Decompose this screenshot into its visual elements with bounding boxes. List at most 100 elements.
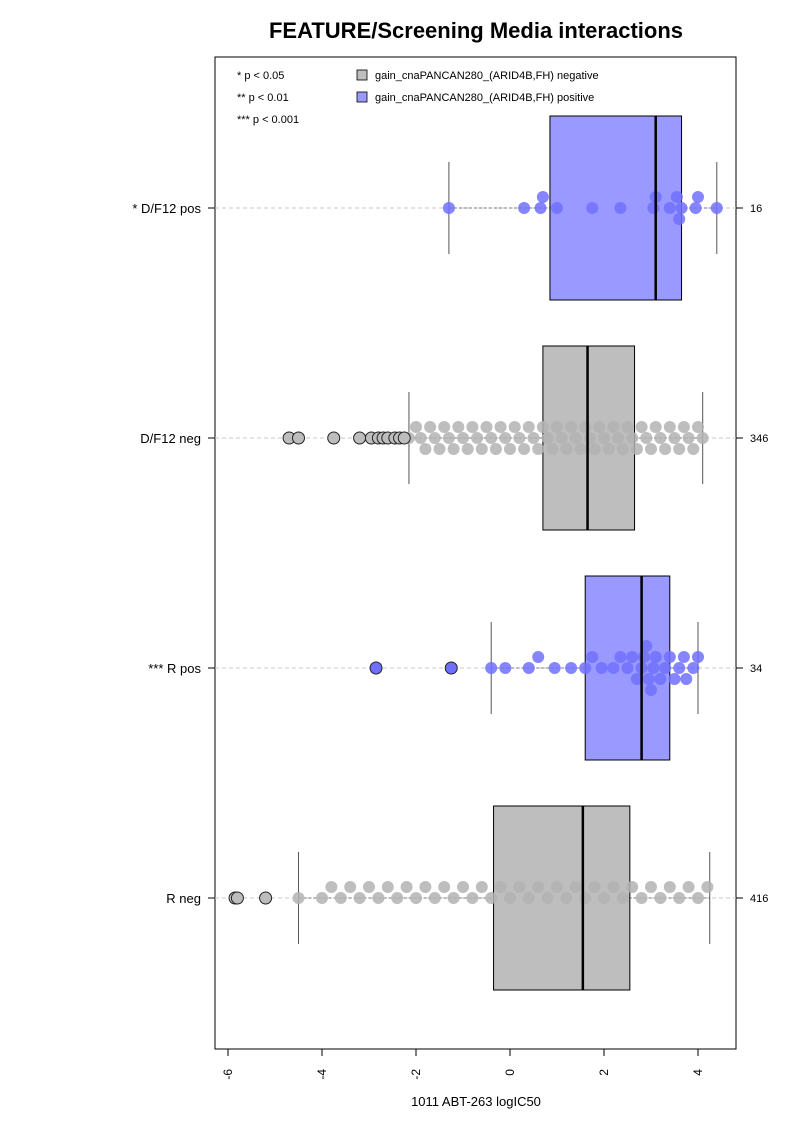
data-point	[325, 881, 338, 893]
data-point	[647, 202, 660, 214]
data-point	[499, 662, 512, 674]
data-point	[569, 881, 582, 893]
group-labels: * D/F12 pos 16 D/F12 neg 346 *** R pos 34 R ne…	[132, 201, 768, 906]
data-point	[579, 421, 592, 433]
data-point	[522, 892, 535, 904]
x-tick-label: 4	[691, 1069, 705, 1076]
data-point	[692, 892, 704, 904]
data-point	[588, 881, 601, 893]
legend: * p < 0.05 ** p < 0.01 *** p < 0.001 gain_c…	[237, 69, 599, 126]
data-point	[457, 432, 469, 444]
data-point	[292, 892, 305, 904]
data-point	[637, 651, 650, 663]
data-point	[410, 892, 422, 904]
data-point	[602, 443, 615, 455]
data-point	[480, 421, 493, 433]
data-point	[579, 662, 592, 674]
x-axis-label: 1011 ABT-263 logIC50	[411, 1094, 541, 1109]
legend-label: gain_cnaPANCAN280_(ARID4B,FH) positive	[375, 92, 594, 104]
data-point	[682, 432, 695, 444]
data-point	[642, 673, 655, 685]
data-point	[518, 443, 531, 455]
data-point	[614, 651, 627, 663]
data-point	[630, 443, 643, 455]
data-point	[334, 892, 347, 904]
data-point	[532, 443, 545, 455]
data-point	[457, 881, 469, 893]
data-point	[687, 443, 700, 455]
data-point	[647, 662, 660, 674]
data-point	[692, 651, 704, 663]
data-point	[659, 662, 672, 674]
outlier-point	[353, 431, 367, 445]
data-point	[504, 892, 516, 904]
data-point	[630, 673, 643, 685]
outlier-point	[327, 431, 341, 445]
data-point	[645, 684, 657, 696]
data-point	[541, 892, 554, 904]
data-point	[640, 640, 653, 652]
data-point	[598, 432, 610, 444]
legend-swatch	[356, 69, 368, 81]
data-point	[518, 202, 531, 214]
data-point	[414, 432, 427, 444]
data-point	[621, 662, 634, 674]
data-point	[593, 421, 606, 433]
data-point	[534, 202, 547, 214]
data-point	[663, 421, 676, 433]
data-point	[654, 892, 667, 904]
data-point	[438, 881, 451, 893]
data-point	[614, 202, 627, 214]
data-point	[663, 881, 676, 893]
data-point	[586, 651, 599, 663]
data-point	[635, 421, 648, 433]
data-point	[419, 881, 432, 893]
data-point	[551, 881, 563, 893]
group-label: * D/F12 pos	[132, 201, 201, 216]
data-point	[419, 443, 432, 455]
data-point	[579, 892, 592, 904]
data-point	[471, 432, 484, 444]
data-point	[645, 881, 657, 893]
data-point	[565, 421, 578, 433]
data-point	[649, 421, 662, 433]
x-tick-label: 2	[597, 1069, 611, 1076]
data-point	[485, 662, 498, 674]
data-point	[649, 651, 662, 663]
data-point	[541, 432, 554, 444]
data-point	[513, 432, 526, 444]
data-point	[555, 432, 568, 444]
data-point	[466, 892, 479, 904]
data-point	[673, 443, 686, 455]
group-count: 34	[750, 663, 762, 675]
data-point	[551, 421, 563, 433]
data-point	[363, 881, 375, 893]
data-point	[508, 421, 521, 433]
data-point	[696, 432, 709, 444]
data-point	[527, 432, 540, 444]
data-point	[442, 432, 455, 444]
legend-label: gain_cnaPANCAN280_(ARID4B,FH) negative	[375, 70, 599, 82]
data-point	[316, 892, 328, 904]
x-tick-label: -6	[221, 1069, 235, 1080]
data-point	[635, 892, 648, 904]
data-point	[677, 421, 690, 433]
data-point	[447, 443, 460, 455]
data-point	[607, 881, 620, 893]
x-tick-label: 0	[503, 1069, 517, 1076]
data-point	[565, 662, 578, 674]
significance-legend-item: * p < 0.05	[237, 70, 284, 82]
data-point	[475, 881, 488, 893]
data-point	[372, 892, 385, 904]
data-point	[574, 443, 587, 455]
data-point	[626, 432, 639, 444]
data-point	[692, 421, 704, 433]
outlier-point	[369, 661, 383, 675]
data-point	[675, 202, 688, 214]
data-point	[680, 673, 693, 685]
data-point	[654, 432, 667, 444]
data-point	[682, 881, 695, 893]
data-point	[461, 443, 474, 455]
data-point	[668, 432, 681, 444]
data-point	[499, 432, 512, 444]
